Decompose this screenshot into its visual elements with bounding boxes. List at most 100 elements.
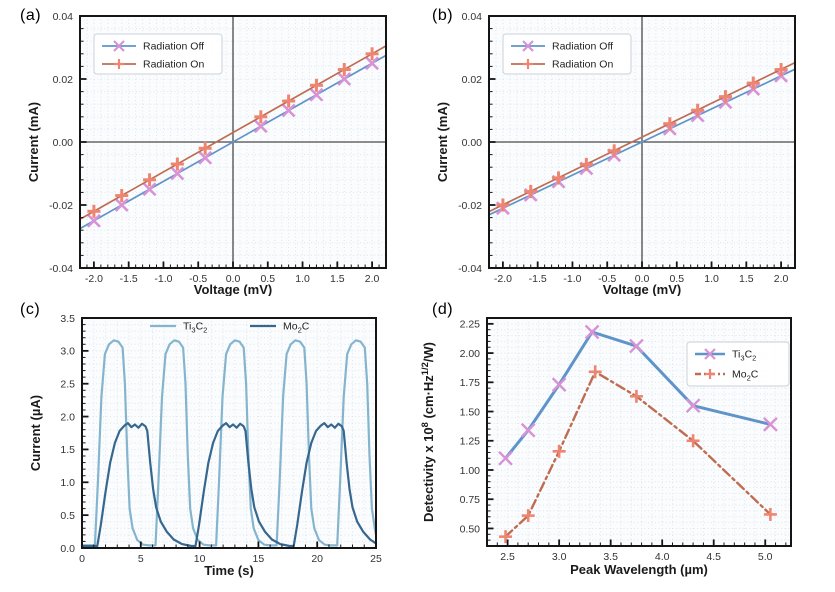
ticks: -2.0 -1.5 -1.0 -0.5 0.0 0.5 1.0 1.5 2.0 -0.04 -0.0… — [49, 11, 387, 285]
y-tick-label: 0.00 — [462, 137, 483, 149]
y-tick-label: -0.02 — [49, 200, 73, 212]
series-Radiation On — [488, 61, 796, 213]
legend: Ti3C2 Mo2C — [686, 341, 790, 387]
series-Ti3C2-markers — [498, 324, 778, 466]
panel-c-photoresponse-chart: 0 5 10 15 20 25 0.0 0.5 1.0 1.5 2.0 2.5 3.0 3.5 Time (… — [28, 313, 382, 578]
x-tick-label: -2.0 — [494, 273, 512, 285]
x-tick-label: -1.5 — [529, 273, 547, 285]
y-tick-label: 3.0 — [60, 346, 75, 358]
series-Ti3C2 — [80, 339, 378, 547]
y-tick-label: 1.75 — [460, 377, 481, 389]
legend: Radiation Off Radiation On — [502, 33, 632, 75]
panel-a-iv-chart: -2.0 -1.5 -1.0 -0.5 0.0 0.5 1.0 1.5 2.0 -0.04 -0.0… — [26, 11, 387, 296]
x-tick-label: 4.0 — [655, 551, 670, 563]
y-tick-label: 0.04 — [53, 11, 74, 23]
y-tick-label: 2.25 — [460, 319, 481, 331]
y-tick-label: 0.02 — [53, 74, 74, 86]
x-tick-label: 25 — [370, 553, 382, 565]
y-axis-label: Current (µA) — [28, 395, 43, 471]
x-tick-label: -1.0 — [154, 273, 172, 285]
ticks: 2.5 3.0 3.5 4.0 4.5 5.0 0.50 0.75 1.00 1.25 1.50 1.… — [460, 317, 787, 563]
panel-d-detectivity-chart: 2.5 3.0 3.5 4.0 4.5 5.0 0.50 0.75 1.00 1.25 1.50 1.… — [420, 317, 792, 577]
x-tick-label: 0 — [79, 553, 85, 565]
y-tick-label: 1.5 — [60, 444, 75, 456]
x-tick-label: 3.0 — [552, 551, 567, 563]
series-Ti3C2 — [498, 324, 778, 466]
series-Radiation On-markers — [496, 63, 788, 212]
series-Radiation Off-markers — [86, 56, 380, 228]
y-tick-label: 1.25 — [460, 436, 481, 448]
y-tick-label: 0.0 — [60, 543, 75, 555]
x-tick-label: -2.0 — [85, 273, 103, 285]
series-Radiation Off — [79, 54, 387, 230]
plot-area — [82, 318, 376, 548]
legend-label-Ti3C2: Ti3C2 — [732, 349, 756, 363]
x-tick-label: 15 — [253, 553, 265, 565]
y-tick-label: 1.50 — [460, 406, 481, 418]
x-axis-label: Voltage (mV) — [603, 282, 682, 296]
axes-box — [486, 317, 792, 547]
y-tick-label: 3.5 — [60, 313, 75, 325]
y-tick-label: 1.0 — [60, 477, 75, 489]
series-Mo2C-markers — [499, 365, 777, 544]
x-tick-label: 2.0 — [774, 273, 789, 285]
x-tick-label: 1.5 — [330, 273, 345, 285]
series-Radiation On — [79, 45, 387, 221]
legend-label-Ti3C2: Ti3C2 — [183, 321, 207, 335]
x-tick-label: -1.5 — [120, 273, 138, 285]
series-Radiation On-markers — [87, 47, 379, 218]
panel-label-b: (b) — [432, 7, 454, 24]
panel-b-iv-chart: -2.0 -1.5 -1.0 -0.5 0.0 0.5 1.0 1.5 2.0 -0.04 -0.0… — [435, 11, 796, 296]
legend-label-Mo2C: Mo2C — [283, 321, 310, 335]
y-tick-label: -0.04 — [458, 263, 482, 275]
y-tick-label: 0.04 — [462, 11, 483, 23]
y-tick-label: 0.02 — [462, 74, 483, 86]
axes-box — [81, 317, 377, 549]
series-Mo2C — [80, 421, 378, 548]
x-axis-label: Voltage (mV) — [194, 282, 273, 296]
panel-label-d: (d) — [432, 301, 454, 318]
x-tick-label: 3.5 — [603, 551, 618, 563]
y-tick-label: 2.0 — [60, 411, 75, 423]
x-tick-label: 0.5 — [669, 273, 684, 285]
x-tick-label: 5.0 — [758, 551, 773, 563]
legend: Radiation Off Radiation On — [93, 33, 223, 75]
legend-label-Radiation On: Radiation On — [552, 59, 613, 71]
y-tick-label: 0.75 — [460, 494, 481, 506]
series-Mo2C — [499, 365, 777, 544]
legend-label-Radiation Off: Radiation Off — [552, 41, 613, 53]
legend-label-Radiation Off: Radiation Off — [143, 41, 204, 53]
x-tick-label: 1.0 — [704, 273, 719, 285]
x-tick-label: 10 — [194, 553, 206, 565]
x-axis-label: Time (s) — [204, 563, 254, 578]
y-axis-label: Current (mA) — [26, 102, 41, 182]
legend-label-Mo2C: Mo2C — [732, 369, 759, 383]
x-tick-label: 0.5 — [260, 273, 275, 285]
x-tick-label: 0.0 — [635, 273, 650, 285]
y-tick-label: 2.5 — [60, 379, 75, 391]
x-tick-label: -1.0 — [563, 273, 581, 285]
x-tick-label: 20 — [311, 553, 323, 565]
x-axis-label: Peak Wavelength (µm) — [570, 562, 708, 577]
x-tick-label: 1.5 — [739, 273, 754, 285]
x-tick-label: 2.5 — [500, 551, 515, 563]
grid — [486, 317, 791, 547]
legend-label-Radiation On: Radiation On — [143, 59, 204, 71]
x-tick-label: 1.0 — [295, 273, 310, 285]
x-tick-label: 5 — [138, 553, 144, 565]
y-axis-label: Current (mA) — [435, 102, 450, 182]
panel-label-a: (a) — [20, 7, 42, 24]
x-tick-label: -0.5 — [598, 273, 616, 285]
ticks: -2.0 -1.5 -1.0 -0.5 0.0 0.5 1.0 1.5 2.0 -0.04 -0.0… — [458, 11, 796, 285]
x-tick-label: -0.5 — [189, 273, 207, 285]
x-tick-label: 0.0 — [226, 273, 241, 285]
x-tick-label: 4.5 — [706, 551, 721, 563]
ticks: 0 5 10 15 20 25 0.0 0.5 1.0 1.5 2.0 2.5 3.0 3.5 — [60, 313, 382, 565]
x-tick-label: 2.0 — [365, 273, 380, 285]
y-tick-label: -0.04 — [49, 263, 73, 275]
y-tick-label: 2.00 — [460, 348, 481, 360]
grid — [81, 317, 377, 549]
y-tick-label: 0.00 — [53, 137, 74, 149]
y-tick-label: 0.50 — [460, 523, 481, 535]
